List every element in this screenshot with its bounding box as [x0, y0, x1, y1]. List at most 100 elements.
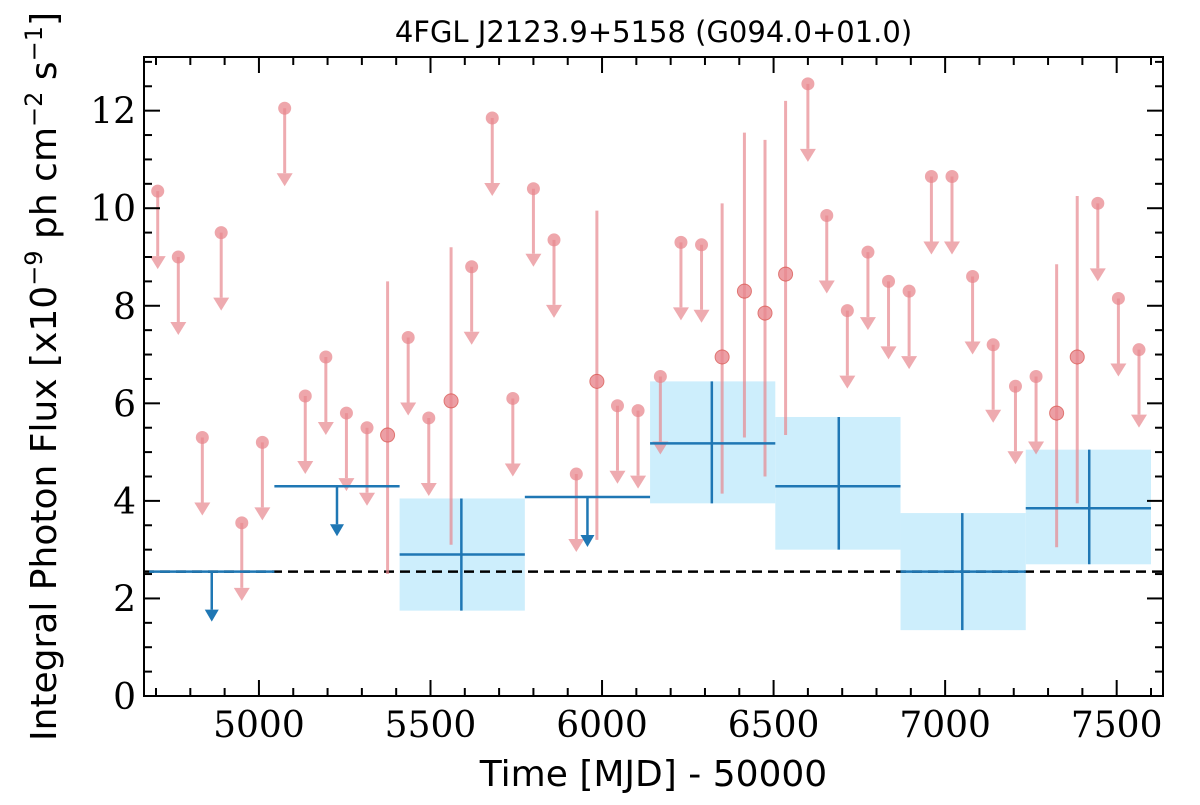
detection-point	[589, 373, 605, 389]
x-tick-label: 7500	[1071, 705, 1163, 746]
x-tick-label: 7000	[899, 705, 991, 746]
upper-limit-arrow	[504, 398, 521, 477]
upper-limit-point	[1132, 343, 1146, 357]
upper-limit-point	[195, 430, 209, 444]
upper-limit-point	[801, 77, 815, 91]
arrow-head	[1007, 451, 1024, 465]
upper-limit-arrow	[194, 437, 211, 516]
upper-limit-point	[882, 274, 896, 288]
arrow-head	[1028, 441, 1045, 455]
upper-limit-arrow	[693, 244, 710, 323]
upper-limit-point	[465, 260, 479, 274]
upper-limit-point	[653, 370, 667, 383]
upper-limit-arrow	[1028, 376, 1045, 455]
upper-limit-arrow	[1089, 203, 1106, 282]
upper-limit-arrow	[170, 256, 187, 335]
arrow-head	[568, 539, 585, 553]
upper-limit-point	[966, 270, 980, 284]
x-axis-label: Time [MJD] - 50000	[479, 754, 827, 795]
upper-limit-arrow	[338, 413, 355, 492]
arrow-head	[609, 470, 626, 484]
y-tick-label: 2	[113, 579, 136, 620]
chart-title: 4FGL J2123.9+5158 (G094.0+01.0)	[395, 15, 912, 49]
long-bin-upper-limit-arrow	[580, 496, 595, 547]
plot-frame	[143, 56, 1164, 697]
long-bin-points	[149, 381, 1151, 631]
arrow-head	[276, 173, 293, 187]
arrow-head	[923, 241, 940, 255]
y-axis-label-exponent-3: −1	[20, 26, 48, 61]
arrow-head	[818, 280, 835, 294]
arrow-head	[964, 341, 981, 355]
upper-limit-point	[945, 170, 959, 184]
arrow-head	[463, 331, 480, 345]
upper-limit-point	[171, 250, 185, 264]
upper-limit-point	[569, 467, 583, 481]
long-bin-upper-limit-arrow	[329, 486, 344, 537]
axes: 5000 5500 6000 6500 7000 7500 0 2 4 6 8 10 12	[90, 56, 1164, 746]
upper-limit-point	[1111, 291, 1125, 305]
upper-limit-point	[360, 421, 374, 435]
detection-point	[443, 393, 459, 409]
upper-limit-arrow	[880, 281, 897, 360]
arrow-head	[630, 475, 647, 489]
upper-limit-arrow	[484, 117, 501, 196]
upper-limit-arrow	[964, 276, 981, 355]
arrow-head	[652, 441, 669, 455]
arrow-head	[580, 534, 595, 547]
upper-limit-arrow	[1007, 386, 1024, 465]
upper-limit-arrow	[359, 427, 376, 506]
upper-limit-point	[151, 184, 165, 198]
upper-limit-arrow	[818, 215, 835, 294]
upper-limit-point	[214, 226, 228, 240]
upper-limit-arrow	[943, 176, 960, 255]
x-tick-label: 6500	[728, 705, 820, 746]
upper-limit-point	[422, 411, 436, 425]
upper-limit-point	[401, 330, 415, 344]
arrow-head	[943, 241, 960, 255]
arrow-head	[504, 463, 521, 477]
y-axis-label-exponent: −9	[20, 250, 48, 285]
upper-limit-arrow	[463, 266, 480, 345]
y-axis-label-exponent-2: −2	[20, 92, 48, 127]
long-bin-upper-limit-arrow	[204, 571, 219, 622]
arrow-head	[317, 421, 334, 435]
upper-limit-arrow	[901, 291, 918, 370]
x-tick-label: 5000	[213, 705, 305, 746]
y-axis-label-mid-2: s	[24, 61, 65, 91]
upper-limit-arrow	[1130, 349, 1147, 428]
arrow-head	[799, 148, 816, 162]
arrow-head	[233, 587, 250, 601]
arrow-head	[672, 307, 689, 321]
upper-limit-arrow	[525, 188, 542, 267]
upper-limit-point	[298, 389, 312, 403]
arrow-head	[338, 478, 355, 492]
upper-limit-arrow	[420, 417, 437, 496]
upper-limit-arrow	[568, 474, 585, 553]
upper-limit-point	[547, 233, 561, 247]
upper-limit-arrow	[1110, 298, 1127, 377]
upper-limit-arrow	[317, 356, 334, 435]
short-bin-points	[149, 77, 1147, 601]
upper-limit-point	[1091, 196, 1105, 210]
detection-point	[757, 305, 773, 321]
upper-limit-point	[902, 284, 916, 298]
y-tick-label: 8	[113, 287, 136, 328]
arrow-head	[297, 461, 314, 475]
upper-limit-arrow	[276, 108, 293, 187]
upper-limit-arrow	[630, 410, 647, 489]
upper-limit-point	[1029, 370, 1043, 383]
y-axis-label-suffix: ]	[24, 12, 65, 26]
y-tick-label: 4	[113, 482, 136, 523]
upper-limit-point	[319, 350, 333, 364]
upper-limit-point	[986, 338, 1000, 352]
upper-limit-point	[610, 399, 624, 413]
arrow-head	[149, 256, 166, 270]
arrow-head	[194, 502, 211, 516]
arrow-head	[1130, 414, 1147, 428]
arrow-head	[525, 253, 542, 267]
arrow-head	[400, 402, 417, 416]
upper-limit-point	[278, 101, 292, 115]
detection-point	[380, 427, 396, 443]
x-tick-label: 5500	[385, 705, 477, 746]
